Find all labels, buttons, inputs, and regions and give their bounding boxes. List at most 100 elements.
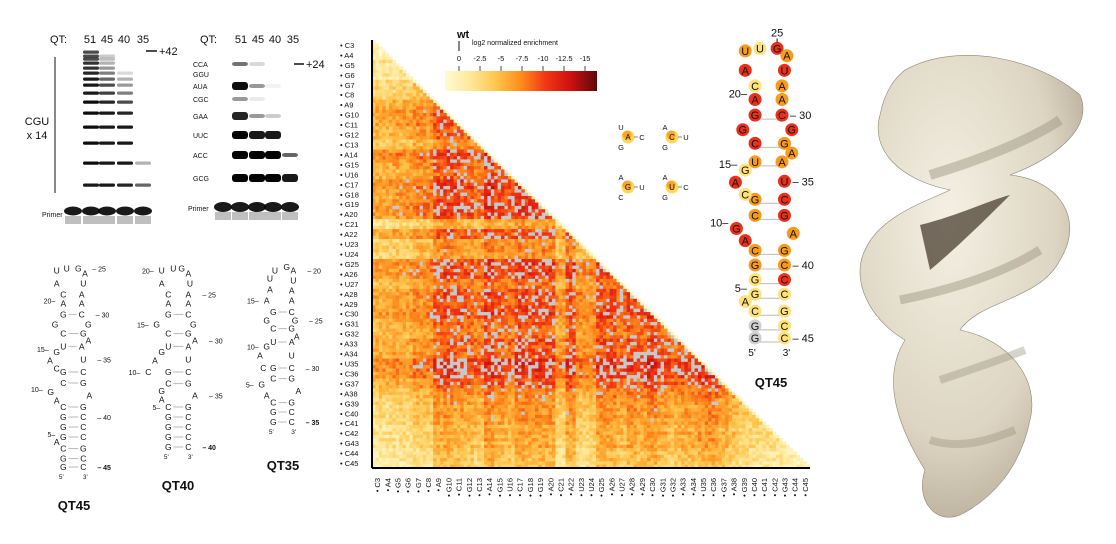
- heatmap-cell: [402, 126, 407, 130]
- heatmap-cell: [419, 355, 424, 359]
- heatmap-cell: [450, 122, 454, 127]
- heatmap-cell: [456, 295, 461, 300]
- heatmap-cell: [375, 66, 380, 71]
- heatmap-cell: [545, 341, 549, 346]
- heatmap-cell: [507, 331, 512, 336]
- heatmap-cell: [436, 258, 441, 263]
- heatmap-cell: [392, 232, 397, 237]
- heatmap-cell: [541, 351, 546, 356]
- heatmap-cell: [616, 278, 621, 283]
- heatmap-cell: [409, 215, 414, 220]
- heatmap-cell: [378, 219, 383, 223]
- heatmap-cell: [378, 79, 383, 84]
- heatmap-cell: [375, 146, 380, 150]
- heatmap-cell: [630, 302, 634, 306]
- heatmap-cell: [630, 318, 634, 323]
- heatmap-cell: [589, 341, 593, 346]
- heatmap-cell: [409, 242, 414, 247]
- heatmap-cell: [538, 252, 543, 256]
- heatmap-cell: [562, 229, 566, 233]
- gel-band: [99, 66, 115, 70]
- heatmap-cell: [674, 355, 678, 359]
- heatmap-cell: [463, 212, 468, 217]
- heatmap-cell: [572, 338, 577, 343]
- heatmap-cell: [433, 132, 437, 137]
- heatmap-cell: [429, 116, 434, 120]
- heatmap-cell: [558, 322, 563, 326]
- heatmap-cell: [402, 205, 407, 210]
- heatmap-cell: [487, 222, 492, 227]
- heatmap-cell: [511, 338, 515, 343]
- heatmap-cell: [375, 331, 380, 336]
- heatmap-cell: [453, 315, 458, 319]
- heatmap-cell: [589, 282, 593, 286]
- heatmap-cell: [375, 345, 380, 349]
- heatmap-cell: [388, 265, 393, 270]
- heatmap-cell: [467, 222, 471, 227]
- heatmap-cell: [650, 341, 655, 346]
- heatmap-cell: [446, 305, 451, 310]
- heatmap-cell: [388, 341, 393, 346]
- heatmap-cell: [412, 318, 417, 323]
- heatmap-cell: [378, 358, 383, 363]
- heatmap-cell: [460, 249, 464, 253]
- heatmap-cell: [436, 189, 441, 193]
- heatmap-cell: [439, 305, 444, 310]
- heatmap-cell: [405, 222, 410, 227]
- heatmap-cell: [392, 215, 397, 220]
- heatmap-cell: [446, 146, 451, 150]
- heatmap-cell: [528, 229, 532, 233]
- heatmap-cell: [416, 302, 420, 306]
- heatmap-cell: [524, 245, 529, 250]
- heatmap-cell: [650, 348, 655, 353]
- heatmap-cell: [534, 325, 539, 329]
- heatmap-cell: [504, 176, 509, 180]
- heatmap-cell: [419, 109, 424, 114]
- heatmap-cell: [416, 179, 420, 183]
- heatmap-cell: [419, 152, 424, 157]
- gel-left-lane-label: 35: [137, 34, 149, 46]
- heatmap-cell: [426, 99, 431, 104]
- heatmap-cell: [470, 142, 475, 147]
- heatmap-cell: [633, 315, 638, 319]
- heatmap-cell: [497, 272, 502, 276]
- heatmap-cell: [487, 338, 492, 343]
- heatmap-cell: [511, 258, 515, 263]
- heatmap-cell: [501, 205, 505, 210]
- heatmap-cell: [599, 318, 604, 323]
- heatmap-cell: [507, 185, 512, 190]
- heatmap-cell: [395, 176, 400, 180]
- heatmap-cell: [494, 249, 498, 253]
- heatmap-cell: [524, 331, 529, 336]
- heatmap-cell: [372, 99, 376, 104]
- heatmap-cell: [470, 308, 475, 313]
- heatmap-cell: [385, 275, 390, 280]
- heatmap-cell: [385, 176, 390, 180]
- heatmap-cell: [426, 162, 431, 167]
- heatmap-cell: [490, 295, 495, 300]
- heatmap-cell: [378, 116, 383, 120]
- heatmap-cell: [494, 335, 498, 339]
- heatmap-cell: [375, 268, 380, 273]
- heatmap-cell: [497, 318, 502, 323]
- heatmap-cell: [541, 338, 546, 343]
- heatmap-cell: [558, 222, 563, 227]
- heatmap-cell: [433, 288, 437, 293]
- heatmap-cell: [385, 219, 390, 223]
- heatmap-cell: [433, 179, 437, 183]
- heatmap-cell: [599, 315, 604, 319]
- heatmap-cell: [429, 325, 434, 329]
- heatmap-cell: [453, 179, 458, 183]
- heatmap-cell: [446, 205, 451, 210]
- heatmap-cell: [439, 265, 444, 270]
- heatmap-cell: [477, 239, 481, 243]
- heatmap-cell: [494, 272, 498, 276]
- heatmap-cell: [473, 285, 478, 290]
- heatmap-cell: [477, 242, 481, 247]
- heatmap-cell: [419, 195, 424, 200]
- heatmap-cell: [422, 219, 427, 223]
- heatmap-cell: [562, 348, 566, 353]
- heatmap-cell: [538, 338, 543, 343]
- heatmap-cell: [633, 325, 638, 329]
- heatmap-cell: [562, 318, 566, 323]
